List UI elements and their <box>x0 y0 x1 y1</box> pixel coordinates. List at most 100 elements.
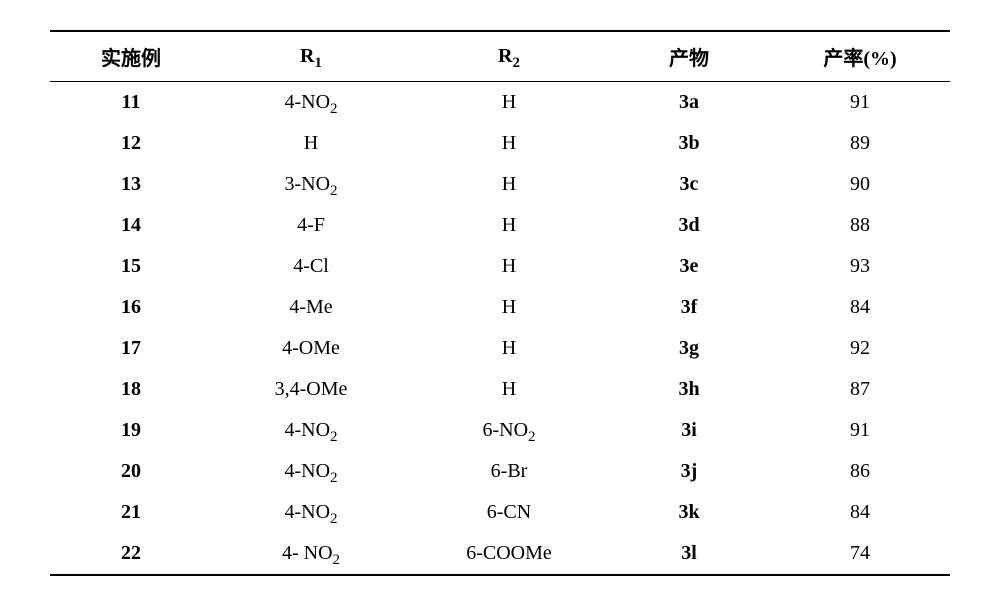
data-table: 实施例 R1 R2 产物 产率(%) 114-NO2H3a9112HH3b891… <box>50 30 950 576</box>
header-product: 产物 <box>608 31 770 82</box>
cell-r2-text: H <box>502 173 516 195</box>
cell-yield: 87 <box>770 369 950 410</box>
cell-product: 3g <box>608 328 770 369</box>
cell-r2-text: H <box>502 378 516 400</box>
cell-r2-text: H <box>502 296 516 318</box>
cell-yield: 84 <box>770 287 950 328</box>
cell-yield: 93 <box>770 246 950 287</box>
cell-yield: 90 <box>770 164 950 205</box>
cell-r1-text: 4-OMe <box>282 337 340 359</box>
cell-r1: 4-NO2 <box>212 82 410 124</box>
cell-r2-text: H <box>502 255 516 277</box>
cell-product: 3k <box>608 492 770 533</box>
header-r1-prefix: R <box>300 45 314 67</box>
table-row: 183,4-OMeH3h87 <box>50 369 950 410</box>
cell-r2-text: H <box>502 337 516 359</box>
cell-r2-text: 6-CN <box>487 501 531 523</box>
header-yield: 产率(%) <box>770 31 950 82</box>
cell-r1-text: 4-NO <box>284 460 330 482</box>
cell-r1-sub: 2 <box>330 429 338 445</box>
cell-r1: 4-NO2 <box>212 451 410 492</box>
cell-product: 3h <box>608 369 770 410</box>
cell-product: 3j <box>608 451 770 492</box>
cell-r1-text: H <box>304 132 318 154</box>
cell-r1: 4-F <box>212 205 410 246</box>
cell-r2: 6-NO2 <box>410 410 608 451</box>
cell-product: 3l <box>608 533 770 575</box>
cell-r1: 4-NO2 <box>212 410 410 451</box>
table-row: 12HH3b89 <box>50 123 950 164</box>
table-row: 224- NO26-COOMe3l74 <box>50 533 950 575</box>
cell-r1: 3,4-OMe <box>212 369 410 410</box>
cell-example: 12 <box>50 123 212 164</box>
header-r1-sub: 1 <box>314 55 322 71</box>
cell-example: 16 <box>50 287 212 328</box>
header-r2-sub: 2 <box>512 55 520 71</box>
cell-r2: H <box>410 82 608 124</box>
cell-yield: 91 <box>770 82 950 124</box>
cell-r1-text: 4-Cl <box>293 255 329 277</box>
cell-r2: H <box>410 164 608 205</box>
cell-r2-sub: 2 <box>528 429 536 445</box>
cell-example: 15 <box>50 246 212 287</box>
cell-r1-text: 4-F <box>297 214 325 236</box>
cell-product: 3d <box>608 205 770 246</box>
cell-product: 3i <box>608 410 770 451</box>
table-row: 17 4-OMe H 3g92 <box>50 328 950 369</box>
cell-example: 14 <box>50 205 212 246</box>
table-row: 14 4-F H 3d88 <box>50 205 950 246</box>
cell-example: 20 <box>50 451 212 492</box>
cell-example: 22 <box>50 533 212 575</box>
cell-yield: 91 <box>770 410 950 451</box>
cell-r1-sub: 2 <box>330 183 338 199</box>
cell-r2: 6-Br <box>410 451 608 492</box>
cell-product: 3a <box>608 82 770 124</box>
cell-r1-text: 4-Me <box>289 296 332 318</box>
cell-example: 21 <box>50 492 212 533</box>
cell-r1-text: 4-NO <box>284 419 330 441</box>
cell-r1: 4-NO2 <box>212 492 410 533</box>
cell-yield: 84 <box>770 492 950 533</box>
cell-yield: 89 <box>770 123 950 164</box>
cell-r1-sub: 2 <box>330 101 338 117</box>
cell-yield: 92 <box>770 328 950 369</box>
cell-r1: 4-Cl <box>212 246 410 287</box>
cell-r2: H <box>410 287 608 328</box>
cell-r1: H <box>212 123 410 164</box>
cell-r2-text: 6-Br <box>491 460 528 482</box>
cell-r1-text: 4-NO <box>284 501 330 523</box>
cell-example: 19 <box>50 410 212 451</box>
table-header-row: 实施例 R1 R2 产物 产率(%) <box>50 31 950 82</box>
table-row: 133-NO2H3c90 <box>50 164 950 205</box>
cell-product: 3b <box>608 123 770 164</box>
cell-r1: 3-NO2 <box>212 164 410 205</box>
cell-product: 3e <box>608 246 770 287</box>
table-row: 194-NO26-NO23i91 <box>50 410 950 451</box>
cell-r1: 4-Me <box>212 287 410 328</box>
cell-yield: 86 <box>770 451 950 492</box>
cell-example: 11 <box>50 82 212 124</box>
table-body: 114-NO2H3a9112HH3b89133-NO2H3c90144-FH3d… <box>50 82 950 576</box>
table-row: 16 4-Me H 3f84 <box>50 287 950 328</box>
cell-r1-text: 3,4-OMe <box>275 378 348 400</box>
cell-r1: 4-OMe <box>212 328 410 369</box>
cell-r2: H <box>410 123 608 164</box>
cell-example: 17 <box>50 328 212 369</box>
header-r2: R2 <box>410 31 608 82</box>
cell-product: 3c <box>608 164 770 205</box>
cell-r2-text: H <box>502 214 516 236</box>
cell-r1-text: 4- NO <box>282 542 333 564</box>
header-example: 实施例 <box>50 31 212 82</box>
header-r1: R1 <box>212 31 410 82</box>
table-row: 204-NO2 6-Br 3j86 <box>50 451 950 492</box>
cell-r2: H <box>410 246 608 287</box>
cell-r2-text: 6-COOMe <box>466 542 552 564</box>
cell-yield: 74 <box>770 533 950 575</box>
cell-r1-text: 4-NO <box>284 91 330 113</box>
cell-r2: H <box>410 328 608 369</box>
header-r2-prefix: R <box>498 45 512 67</box>
cell-r2: H <box>410 205 608 246</box>
cell-yield: 88 <box>770 205 950 246</box>
table-row: 114-NO2H3a91 <box>50 82 950 124</box>
cell-product: 3f <box>608 287 770 328</box>
